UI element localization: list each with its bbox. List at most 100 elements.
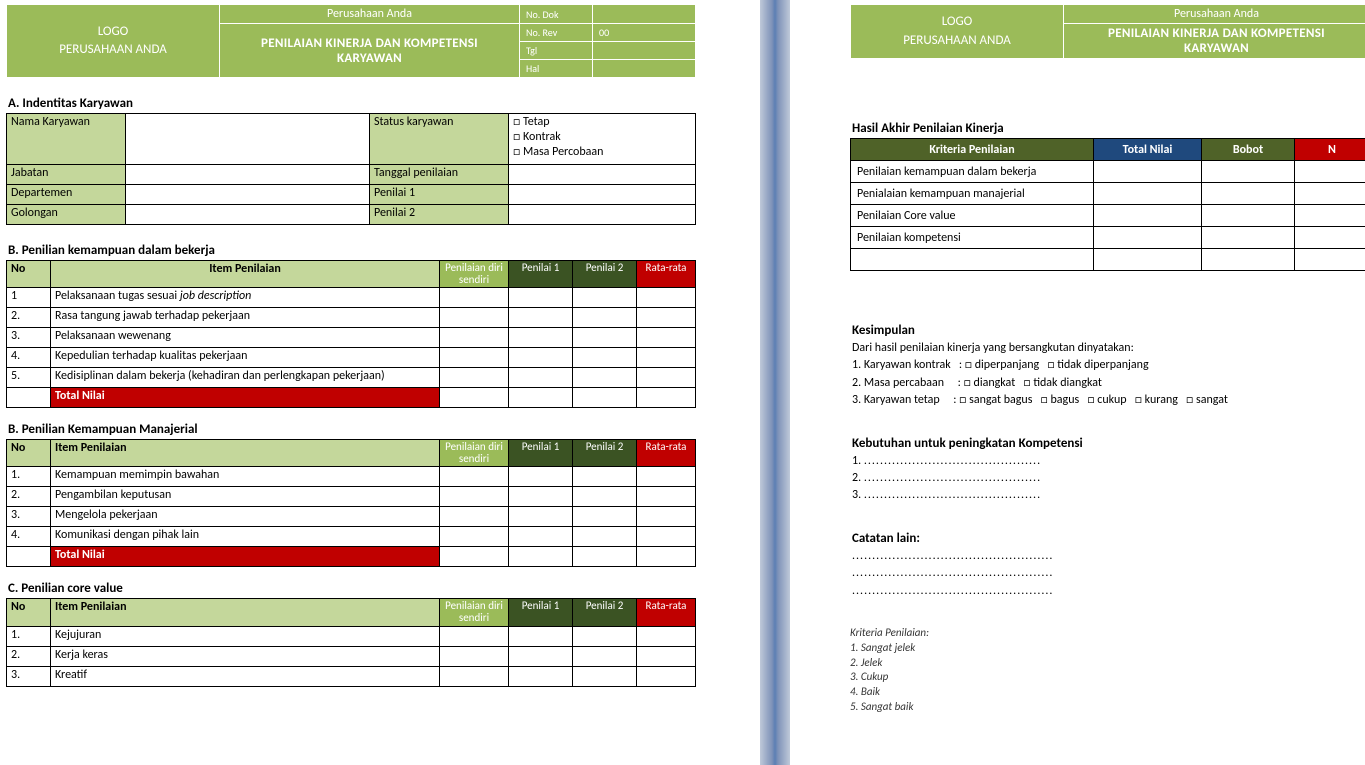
result-cell[interactable] <box>1202 205 1295 227</box>
row-no: 5. <box>7 368 51 388</box>
score-cell[interactable] <box>440 626 509 646</box>
b2-total-label: Total Nilai <box>51 547 440 567</box>
score-cell[interactable] <box>509 308 573 328</box>
score-cell[interactable] <box>440 328 509 348</box>
score-cell[interactable] <box>573 467 637 487</box>
kriteria-item: 5. Sangat baik <box>850 700 1365 715</box>
score-cell[interactable] <box>573 666 637 686</box>
status-opt-2[interactable]: Masa Percobaan <box>513 145 603 159</box>
res-footer-3 <box>1295 249 1365 271</box>
result-cell[interactable] <box>1202 183 1295 205</box>
score-cell[interactable] <box>509 348 573 368</box>
score-cell[interactable] <box>509 368 573 388</box>
score-cell[interactable] <box>509 467 573 487</box>
ident-v-dept[interactable] <box>126 185 370 205</box>
score-cell[interactable] <box>509 527 573 547</box>
score-cell[interactable] <box>440 487 509 507</box>
b2-total-p1 <box>509 547 573 567</box>
score-cell[interactable] <box>637 626 696 646</box>
hdr-p2: Penilai 2 <box>573 599 637 626</box>
result-cell[interactable] <box>1202 161 1295 183</box>
score-cell[interactable] <box>509 328 573 348</box>
result-cell[interactable] <box>1295 227 1365 249</box>
score-cell[interactable] <box>440 646 509 666</box>
result-row-label: Penilaian kemampuan dalam bekerja <box>851 161 1094 183</box>
ident-v-tgl[interactable] <box>509 165 696 185</box>
kriteria-item: 3. Cukup <box>850 670 1365 685</box>
score-cell[interactable] <box>440 368 509 388</box>
ident-k-dept: Departemen <box>7 185 126 205</box>
catatan-line-3[interactable]: ........................................… <box>852 583 1365 600</box>
catatan-line-2[interactable]: ........................................… <box>852 565 1365 582</box>
score-cell[interactable] <box>573 626 637 646</box>
logo-text-1: LOGO <box>98 24 129 39</box>
logo-text-2: PERUSAHAAN ANDA <box>59 42 167 57</box>
score-cell[interactable] <box>509 487 573 507</box>
hdr-no: No <box>7 261 51 288</box>
score-cell[interactable] <box>440 467 509 487</box>
score-cell[interactable] <box>509 646 573 666</box>
score-cell[interactable] <box>637 368 696 388</box>
row-no: 1. <box>7 626 51 646</box>
result-cell[interactable] <box>1295 183 1365 205</box>
score-cell[interactable] <box>637 646 696 666</box>
score-cell[interactable] <box>573 646 637 666</box>
ident-k-p2: Penilai 2 <box>370 205 509 225</box>
score-cell[interactable] <box>440 527 509 547</box>
result-cell[interactable] <box>1094 227 1202 249</box>
score-cell[interactable] <box>573 507 637 527</box>
hdr-avg: Rata-rata <box>637 261 696 288</box>
status-opt-1[interactable]: Kontrak <box>513 130 561 144</box>
score-cell[interactable] <box>573 288 637 308</box>
score-cell[interactable] <box>573 348 637 368</box>
kesimpulan-line: 1. Karyawan kontrak : □ diperpanjang □ t… <box>852 357 1365 374</box>
ident-v-p2[interactable] <box>509 205 696 225</box>
score-cell[interactable] <box>440 507 509 527</box>
score-cell[interactable] <box>440 348 509 368</box>
score-cell[interactable] <box>637 328 696 348</box>
ident-v-status[interactable]: Tetap Kontrak Masa Percobaan <box>509 114 696 165</box>
score-cell[interactable] <box>509 666 573 686</box>
status-opt-0[interactable]: Tetap <box>513 115 550 129</box>
catatan-line-1[interactable]: ........................................… <box>852 548 1365 565</box>
kebutuhan-line[interactable]: 2. .....................................… <box>852 470 1365 487</box>
score-cell[interactable] <box>573 308 637 328</box>
score-cell[interactable] <box>440 666 509 686</box>
ident-v-jabatan[interactable] <box>126 165 370 185</box>
score-cell[interactable] <box>573 487 637 507</box>
score-cell[interactable] <box>637 467 696 487</box>
score-cell[interactable] <box>637 666 696 686</box>
score-cell[interactable] <box>573 527 637 547</box>
score-cell[interactable] <box>440 288 509 308</box>
score-cell[interactable] <box>573 368 637 388</box>
score-cell[interactable] <box>637 507 696 527</box>
result-cell[interactable] <box>1094 205 1202 227</box>
logo-cell: LOGO PERUSAHAAN ANDA <box>7 5 220 78</box>
kebutuhan-line[interactable]: 1. .....................................… <box>852 453 1365 470</box>
two-page-spread: LOGO PERUSAHAAN ANDA Perusahaan Anda No.… <box>0 0 1365 765</box>
score-cell[interactable] <box>509 507 573 527</box>
score-cell[interactable] <box>637 487 696 507</box>
result-cell[interactable] <box>1094 161 1202 183</box>
ident-v-nama[interactable] <box>126 114 370 165</box>
score-cell[interactable] <box>440 308 509 328</box>
b1-total-p2 <box>573 388 637 408</box>
section-c-heading: C. Penilian core value <box>8 581 754 596</box>
assess-table-c: No Item Penilaian Penilaian diri sendiri… <box>6 598 696 686</box>
score-cell[interactable] <box>637 527 696 547</box>
kebutuhan-line[interactable]: 3. .....................................… <box>852 487 1365 504</box>
result-cell[interactable] <box>1202 227 1295 249</box>
result-cell[interactable] <box>1295 205 1365 227</box>
ident-v-gol[interactable] <box>126 205 370 225</box>
result-cell[interactable] <box>1295 161 1365 183</box>
meta-key-2: Tgl <box>520 42 593 60</box>
score-cell[interactable] <box>637 308 696 328</box>
score-cell[interactable] <box>637 288 696 308</box>
score-cell[interactable] <box>509 288 573 308</box>
kesimpulan-heading: Kesimpulan <box>852 323 1365 338</box>
score-cell[interactable] <box>509 626 573 646</box>
result-cell[interactable] <box>1094 183 1202 205</box>
score-cell[interactable] <box>637 348 696 368</box>
ident-v-p1[interactable] <box>509 185 696 205</box>
score-cell[interactable] <box>573 328 637 348</box>
